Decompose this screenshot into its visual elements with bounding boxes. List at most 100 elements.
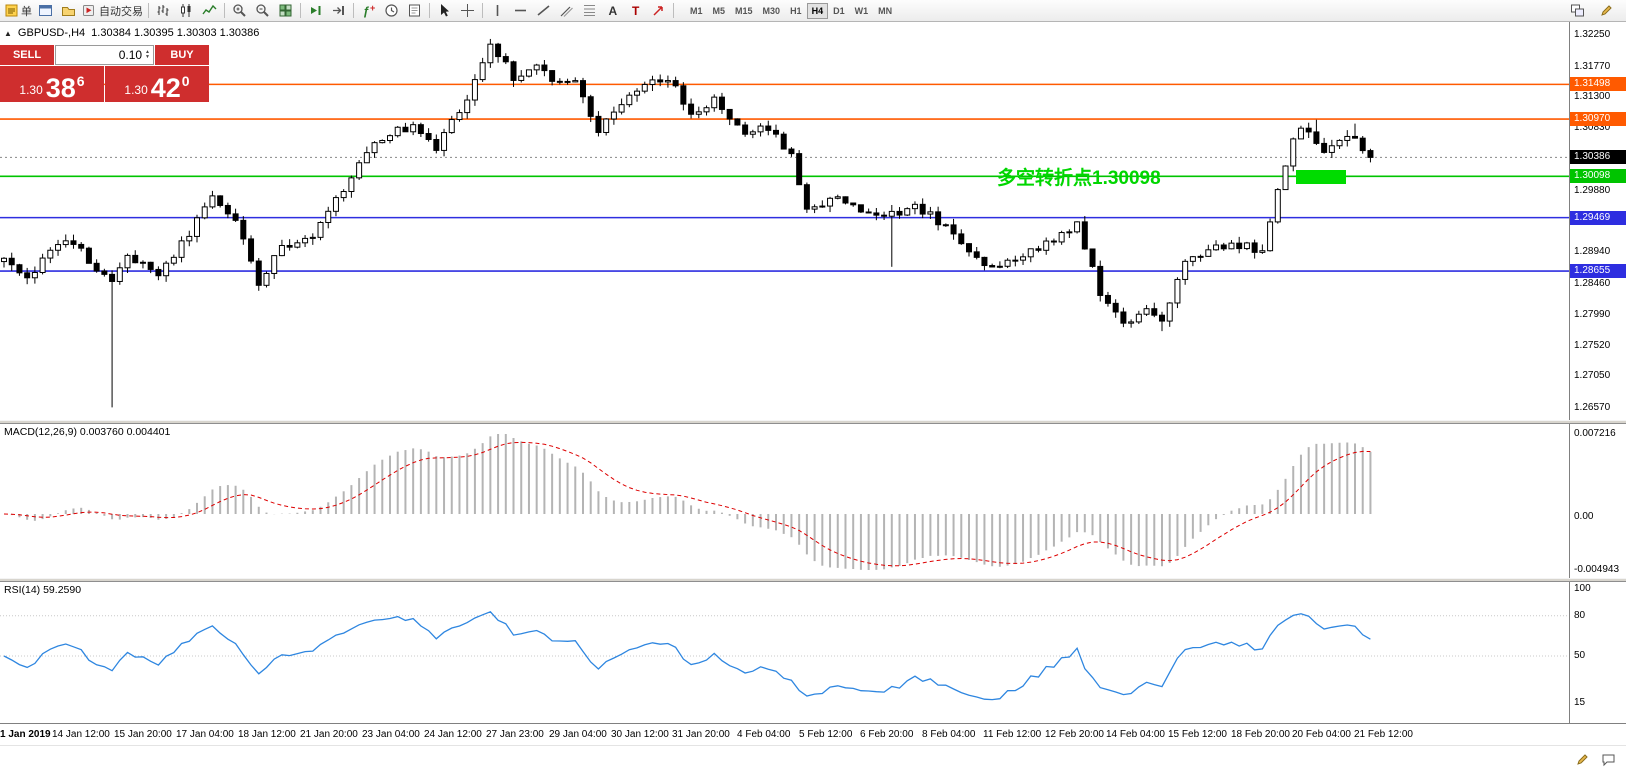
chart-window-button[interactable] <box>34 1 57 21</box>
candle-body <box>788 148 795 155</box>
volume-input[interactable]: 0.10 ▲ ▼ <box>55 45 154 65</box>
text-label-button[interactable]: T <box>624 1 647 21</box>
time-axis-label: 14 Jan 12:00 <box>52 729 110 740</box>
sell-price-button[interactable]: 1.30 38 6 <box>0 66 104 102</box>
comment-button[interactable] <box>1598 749 1618 769</box>
candle-body <box>317 221 324 238</box>
auto-scroll-button[interactable] <box>304 1 327 21</box>
arrows-icon <box>653 6 663 16</box>
comment-icon <box>1602 754 1614 766</box>
arrange-windows-button[interactable] <box>1566 1 1589 21</box>
crosshair-button[interactable] <box>456 1 479 21</box>
candle-body <box>417 124 424 135</box>
text-button[interactable]: A <box>601 1 624 21</box>
trendline-button[interactable] <box>532 1 555 21</box>
candle-body <box>379 139 386 144</box>
profiles-button[interactable] <box>57 1 80 21</box>
candle-body <box>680 85 687 105</box>
profiles-icon <box>62 7 75 16</box>
candle-body <box>31 271 38 279</box>
arrows-button[interactable] <box>647 1 670 21</box>
draw-button[interactable] <box>1572 749 1592 769</box>
candle-body <box>224 204 231 215</box>
macd-scale-label: 0.007216 <box>1574 428 1616 439</box>
time-axis-label: 17 Jan 04:00 <box>176 729 234 740</box>
candle-body <box>556 80 563 83</box>
candle-body <box>170 256 177 264</box>
candle-body <box>278 245 285 257</box>
volume-stepper-icon[interactable]: ▲ ▼ <box>145 49 150 60</box>
timeframe-m30[interactable]: M30 <box>762 5 781 16</box>
pane-separator[interactable] <box>0 420 1626 424</box>
indicators-button[interactable]: ƒ + <box>357 1 380 21</box>
tile-windows-button[interactable] <box>274 1 297 21</box>
candle-body <box>580 80 586 98</box>
chart-shift-button[interactable] <box>327 1 350 21</box>
timeframe-m15[interactable]: M15 <box>735 5 753 16</box>
macd-pane[interactable]: MACD(12,26,9) 0.003760 0.004401 <box>0 424 1569 578</box>
candle-body <box>62 240 69 246</box>
candle-body <box>371 142 378 154</box>
new-order-button[interactable]: 单 <box>2 1 34 21</box>
bar-chart-button[interactable] <box>152 1 175 21</box>
zoom-in-button[interactable] <box>228 1 251 21</box>
edit-button[interactable] <box>1595 1 1618 21</box>
periods-button[interactable] <box>380 1 403 21</box>
candle-body <box>78 243 85 249</box>
horizontal-line-button[interactable] <box>509 1 532 21</box>
highlight-box[interactable] <box>1296 170 1346 184</box>
price-scale-label: 1.32250 <box>1574 29 1611 40</box>
time-axis[interactable]: 1 Jan 2019 14 Jan 12:00 15 Jan 20:00 17 Jan… <box>0 723 1626 745</box>
autotrading-button[interactable]: 自动交易 <box>80 1 145 21</box>
timeframe-d1[interactable]: D1 <box>833 5 845 16</box>
timeframe-m5[interactable]: M5 <box>712 5 726 16</box>
candlestick-chart-button[interactable] <box>175 1 198 21</box>
candle-body <box>958 233 965 245</box>
candle-body <box>47 249 54 259</box>
timeframe-h1[interactable]: H1 <box>790 5 802 16</box>
timeframe-w1[interactable]: W1 <box>854 5 869 16</box>
zoom-out-button[interactable] <box>251 1 274 21</box>
macd-canvas[interactable] <box>0 424 1569 578</box>
rsi-canvas[interactable] <box>0 582 1569 723</box>
sell-button[interactable]: SELL <box>0 45 54 65</box>
candle-body <box>1120 311 1127 324</box>
time-axis-label: 5 Feb 12:00 <box>799 729 853 740</box>
svg-text:ƒ: ƒ <box>363 4 370 18</box>
collapse-arrow-icon[interactable]: ▲ <box>4 28 12 38</box>
candle-body <box>966 243 972 253</box>
time-axis-label: 21 Feb 12:00 <box>1354 729 1413 740</box>
line-chart-button[interactable] <box>198 1 221 21</box>
time-axis-label: 11 Feb 12:00 <box>983 729 1042 740</box>
price-scale[interactable]: 1.322501.317701.313001.308301.303601.298… <box>1569 22 1626 723</box>
price-chart-canvas[interactable] <box>0 22 1569 420</box>
price-chart-pane[interactable]: 多空转折点1.30098 ▲ GBPUSD-,H4 1.30384 1.3039… <box>0 22 1569 420</box>
pane-separator[interactable] <box>0 578 1626 582</box>
templates-button[interactable] <box>403 1 426 21</box>
timeframe-mn[interactable]: MN <box>878 5 893 16</box>
fibonacci-button[interactable] <box>578 1 601 21</box>
candle-body <box>626 94 633 106</box>
buy-price-button[interactable]: 1.30 42 0 <box>105 66 209 102</box>
candle-body <box>827 197 834 207</box>
timeframe-m1[interactable]: M1 <box>690 5 703 16</box>
candle-body <box>919 203 926 215</box>
candle-body <box>649 79 656 85</box>
cursor-button[interactable] <box>433 1 456 21</box>
timeframe-h4[interactable]: H4 <box>806 2 829 19</box>
candle-body <box>664 80 671 83</box>
time-axis-label: 18 Jan 12:00 <box>238 729 296 740</box>
candle-body <box>1097 265 1104 296</box>
candle-body <box>1205 249 1212 257</box>
candle-body <box>1228 242 1235 250</box>
vertical-line-button[interactable] <box>486 1 509 21</box>
channel-button[interactable] <box>555 1 578 21</box>
annotation-text[interactable]: 多空转折点1.30098 <box>997 168 1161 189</box>
time-axis-label: 27 Jan 23:00 <box>486 729 544 740</box>
buy-button[interactable]: BUY <box>155 45 209 65</box>
rsi-pane[interactable]: RSI(14) 59.2590 <box>0 582 1569 723</box>
candle-body <box>1135 313 1142 323</box>
time-axis-label: 18 Feb 20:00 <box>1231 729 1290 740</box>
vertical-line-icon <box>496 5 499 16</box>
symbol-label: ▲ GBPUSD-,H4 1.30384 1.30395 1.30303 1.3… <box>4 27 259 39</box>
